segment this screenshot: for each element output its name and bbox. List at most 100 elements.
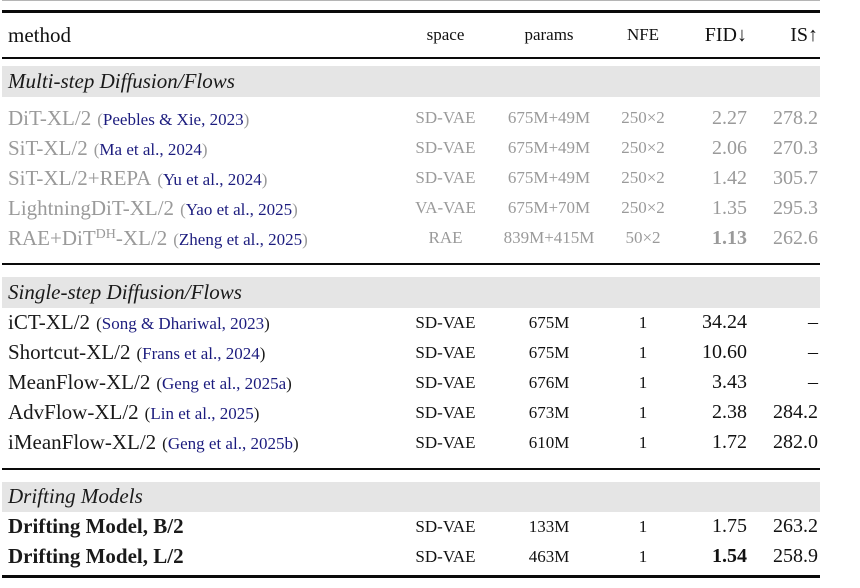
space-cell: SD-VAE bbox=[415, 432, 476, 452]
section-header-single-step: Single-step Diffusion/Flows bbox=[2, 276, 820, 308]
open-paren: ( bbox=[144, 404, 151, 424]
params-cell: 610M bbox=[528, 432, 570, 452]
nfe-cell: 1 bbox=[638, 516, 648, 536]
fid-cell: 1.42 bbox=[712, 166, 747, 189]
citation-link[interactable]: Yu et al., 2024 bbox=[163, 169, 262, 189]
table-row: Drifting Model, B/2 SD-VAE 133M 1 1.75 2… bbox=[2, 512, 820, 542]
section-header-drifting-models: Drifting Models bbox=[2, 481, 820, 512]
open-paren: ( bbox=[156, 374, 162, 394]
citation-link[interactable]: Zheng et al., 2025 bbox=[178, 229, 303, 249]
method-cell: Drifting Model, L/2 bbox=[2, 544, 398, 569]
table-row: MeanFlow-XL/2 (Geng et al., 2025a) SD-VA… bbox=[2, 368, 820, 398]
space-cell: SD-VAE bbox=[415, 312, 476, 332]
is-cell: 282.0 bbox=[773, 431, 818, 454]
table-row: LightningDiT-XL/2 (Yao et al., 2025) VA-… bbox=[2, 193, 820, 223]
nfe-cell: 50×2 bbox=[625, 228, 661, 248]
citation-link[interactable]: Peebles & Xie, 2023 bbox=[102, 109, 244, 129]
close-paren: ) bbox=[302, 229, 308, 249]
table-row: AdvFlow-XL/2 (Lin et al., 2025) SD-VAE 6… bbox=[2, 398, 820, 428]
citation: (Yu et al., 2024) bbox=[157, 170, 267, 190]
citation: (Geng et al., 2025b) bbox=[162, 434, 298, 454]
fid-cell: 34.24 bbox=[702, 311, 747, 334]
citation-link[interactable]: Yao et al., 2025 bbox=[185, 199, 293, 219]
is-cell: 258.9 bbox=[773, 545, 818, 568]
open-paren: ( bbox=[96, 314, 102, 334]
citation-link[interactable]: Frans et al., 2024 bbox=[142, 344, 260, 364]
method-name: RAE+DiTDH-XL/2 bbox=[8, 225, 168, 250]
citation-link[interactable]: Ma et al., 2024 bbox=[99, 139, 202, 159]
nfe-cell: 250×2 bbox=[621, 168, 665, 188]
citation-link[interactable]: Song & Dhariwal, 2023 bbox=[101, 314, 265, 334]
method-name: Drifting Model, B/2 bbox=[8, 514, 184, 539]
table-row: iMeanFlow-XL/2 (Geng et al., 2025b) SD-V… bbox=[2, 428, 820, 458]
citation: (Peebles & Xie, 2023) bbox=[97, 110, 249, 130]
open-paren: ( bbox=[97, 109, 103, 129]
header-rule bbox=[2, 57, 820, 59]
method-name: MeanFlow-XL/2 bbox=[8, 370, 151, 395]
params-cell: 133M bbox=[528, 516, 570, 536]
method-name: SiT-XL/2 bbox=[8, 135, 88, 160]
space-cell: SD-VAE bbox=[415, 138, 476, 158]
results-table: method space params NFE FID↓ IS↑ Multi-s… bbox=[2, 0, 820, 578]
fid-cell: 2.06 bbox=[712, 136, 747, 159]
citation: (Geng et al., 2025a) bbox=[156, 374, 292, 394]
close-paren: ) bbox=[261, 169, 268, 189]
is-cell: – bbox=[808, 371, 818, 394]
col-header-is: IS↑ bbox=[790, 23, 818, 46]
space-cell: SD-VAE bbox=[415, 372, 476, 392]
citation: (Yao et al., 2025) bbox=[180, 200, 298, 220]
is-cell: 284.2 bbox=[773, 401, 818, 424]
params-cell: 675M+49M bbox=[507, 108, 591, 128]
citation: (Song & Dhariwal, 2023) bbox=[96, 314, 270, 334]
open-paren: ( bbox=[157, 169, 164, 189]
header-row: method space params NFE FID↓ IS↑ bbox=[2, 13, 820, 57]
space-cell: SD-VAE bbox=[415, 546, 476, 566]
close-paren: ) bbox=[201, 139, 208, 159]
nfe-cell: 1 bbox=[638, 342, 648, 362]
nfe-cell: 1 bbox=[638, 402, 648, 422]
method-cell: LightningDiT-XL/2 (Yao et al., 2025) bbox=[2, 196, 398, 221]
params-cell: 839M+415M bbox=[503, 228, 595, 248]
params-cell: 675M+49M bbox=[507, 138, 591, 158]
citation-link[interactable]: Geng et al., 2025b bbox=[167, 434, 293, 454]
is-cell: 305.7 bbox=[773, 166, 818, 189]
fid-cell: 3.43 bbox=[712, 371, 747, 394]
params-cell: 463M bbox=[528, 546, 570, 566]
citation: (Ma et al., 2024) bbox=[94, 140, 208, 160]
table-row: RAE+DiTDH-XL/2 (Zheng et al., 2025) RAE … bbox=[2, 223, 820, 253]
method-name: iMeanFlow-XL/2 bbox=[8, 430, 157, 455]
method-cell: RAE+DiTDH-XL/2 (Zheng et al., 2025) bbox=[2, 226, 398, 251]
method-name: Drifting Model, L/2 bbox=[8, 544, 184, 569]
nfe-cell: 1 bbox=[638, 312, 648, 332]
open-paren: ( bbox=[162, 434, 168, 454]
params-cell: 675M+49M bbox=[507, 168, 591, 188]
section-title: Multi-step Diffusion/Flows bbox=[8, 69, 235, 94]
fid-cell: 10.60 bbox=[702, 341, 747, 364]
bottom-rule bbox=[2, 574, 820, 578]
section-rule bbox=[2, 467, 820, 470]
close-paren: ) bbox=[264, 314, 270, 334]
table-row: SiT-XL/2+REPA (Yu et al., 2024) SD-VAE 6… bbox=[2, 163, 820, 193]
method-cell: DiT-XL/2 (Peebles & Xie, 2023) bbox=[2, 106, 398, 131]
top-hairline bbox=[2, 0, 820, 1]
is-cell: – bbox=[808, 341, 818, 364]
is-cell: 262.6 bbox=[773, 226, 818, 249]
table-row: Drifting Model, L/2 SD-VAE 463M 1 1.54 2… bbox=[2, 542, 820, 572]
method-name: AdvFlow-XL/2 bbox=[8, 400, 139, 425]
params-cell: 676M bbox=[528, 372, 570, 392]
method-name: iCT-XL/2 bbox=[8, 310, 91, 335]
citation-link[interactable]: Lin et al., 2025 bbox=[150, 404, 254, 424]
table-row: Shortcut-XL/2 (Frans et al., 2024) SD-VA… bbox=[2, 338, 820, 368]
citation-link[interactable]: Geng et al., 2025a bbox=[162, 374, 287, 394]
space-cell: SD-VAE bbox=[415, 168, 476, 188]
table-row: DiT-XL/2 (Peebles & Xie, 2023) SD-VAE 67… bbox=[2, 103, 820, 133]
is-cell: 263.2 bbox=[773, 515, 818, 538]
fid-cell: 1.72 bbox=[712, 431, 747, 454]
open-paren: ( bbox=[136, 344, 143, 364]
section-rule bbox=[2, 262, 820, 265]
nfe-cell: 1 bbox=[638, 432, 648, 452]
fid-cell: 2.27 bbox=[712, 106, 747, 129]
open-paren: ( bbox=[180, 199, 186, 219]
fid-cell: 1.75 bbox=[712, 515, 747, 538]
open-paren: ( bbox=[173, 229, 179, 249]
